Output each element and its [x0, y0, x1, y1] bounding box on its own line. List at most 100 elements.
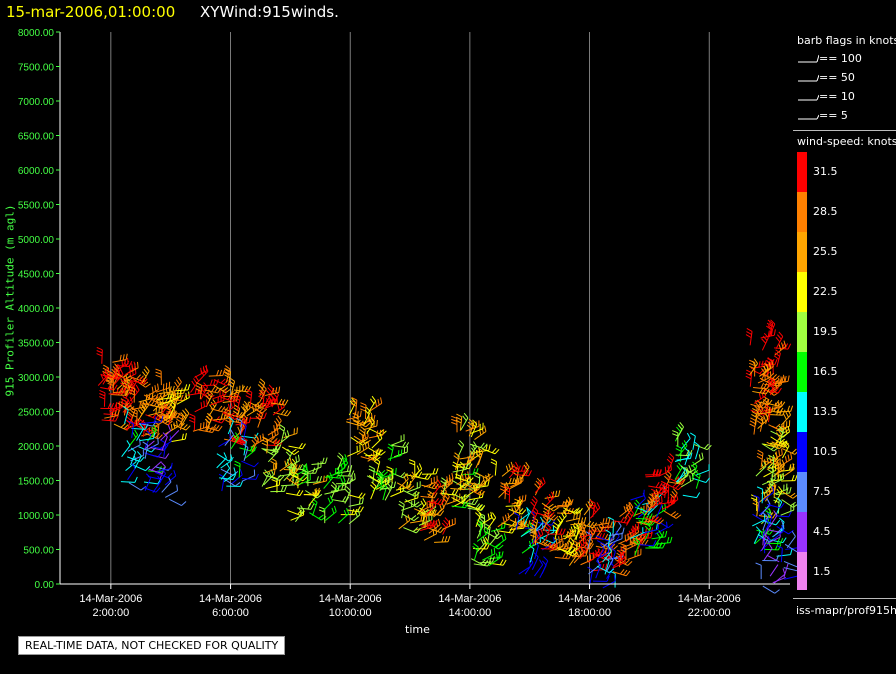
barb-flag [314, 489, 318, 496]
wind-barb [132, 464, 151, 472]
barb-shaft [266, 475, 281, 482]
wind-barb [157, 402, 175, 411]
barb-shaft [565, 517, 580, 522]
barb-shaft [285, 453, 293, 467]
barb-shaft [440, 482, 452, 494]
wind-barb [174, 384, 191, 392]
barb-flag [362, 437, 369, 443]
wind-barb [489, 528, 500, 545]
barb-flag [267, 400, 271, 407]
barb-flag [191, 380, 196, 387]
barb-flag [605, 517, 608, 524]
barb-shaft [763, 527, 769, 542]
barb-shaft [150, 461, 162, 472]
barb-flag [361, 497, 364, 504]
barb-flag [188, 419, 195, 424]
barb-flag [135, 384, 140, 391]
barb-shaft [287, 509, 301, 516]
barb-shaft [129, 451, 137, 466]
barb-flag [263, 412, 267, 419]
barb-flag [139, 406, 144, 412]
barb-flag [259, 407, 265, 412]
wind-barb [302, 469, 309, 487]
barb-flag [571, 547, 576, 553]
wind-barb [220, 394, 238, 403]
barb-shaft [271, 402, 286, 406]
barb-shaft [142, 422, 146, 437]
barb-flag [120, 382, 126, 387]
barb-flag [641, 539, 646, 545]
wind-barb [607, 516, 614, 534]
barb-shaft [475, 454, 483, 469]
barb-flag [576, 513, 578, 520]
barb-flag [233, 467, 236, 474]
barb-shaft [231, 474, 243, 485]
barb-shaft [524, 562, 534, 575]
barb-shaft [481, 448, 496, 455]
wind-barb [155, 381, 171, 393]
barb-flag [215, 379, 219, 386]
barb-flag [457, 442, 463, 448]
barb-shaft [762, 478, 776, 486]
barb-flag [430, 521, 432, 528]
barb-legend-item: == 100 [797, 52, 862, 66]
wind-barb [649, 496, 663, 510]
barb-flag [96, 350, 103, 354]
barb-flag [162, 432, 168, 438]
barb-flag [242, 439, 248, 444]
barb-shaft [144, 452, 158, 458]
barb-flag [356, 411, 359, 418]
wind-barb [159, 462, 166, 480]
barb-flag [573, 522, 580, 527]
barb-flag [321, 516, 327, 521]
barb-flag [220, 413, 224, 420]
wind-barb [786, 531, 796, 549]
barb-flag [610, 547, 616, 552]
barb-flag [766, 322, 773, 328]
barb-flag [400, 472, 406, 478]
barb-flag [580, 517, 584, 524]
barb-flag [649, 493, 655, 499]
barb-flag [126, 413, 133, 418]
barb-flag [774, 544, 779, 550]
barb-shaft [497, 518, 510, 528]
barb-shaft [423, 533, 437, 541]
barb-flag [777, 497, 783, 503]
wind-barb [554, 500, 571, 508]
barb-flag [602, 518, 605, 525]
barb-shaft [767, 402, 782, 408]
barb-flag [745, 372, 752, 377]
barb-shaft [597, 540, 610, 548]
barb-shaft [228, 371, 232, 386]
barb-flag [652, 470, 656, 477]
x-tick-label-time: 10:00:00 [329, 607, 372, 619]
wind-barb [612, 556, 626, 569]
barb-flag [346, 477, 350, 484]
barb-shaft [759, 367, 771, 377]
barb-flag [783, 340, 787, 347]
barb-flag [341, 483, 344, 491]
barb-flag [167, 424, 172, 431]
barb-flag [252, 437, 258, 443]
barb-flag [672, 433, 679, 437]
barb-flag [777, 429, 782, 436]
barb-flag [155, 407, 158, 414]
barb-flag [578, 525, 585, 530]
barb-shaft [179, 416, 184, 431]
x-tick-label-date: 14-Mar-2006 [678, 593, 741, 605]
wind-barb [261, 436, 269, 454]
barb-shaft [296, 507, 311, 510]
barb-shaft [451, 497, 465, 505]
barb-flag [762, 388, 767, 394]
barb-shaft [541, 560, 549, 574]
barb-flag [145, 466, 151, 471]
barb-flag [151, 427, 155, 434]
barb-flag [318, 509, 325, 513]
wind-barb [263, 462, 278, 474]
barb-flag [553, 521, 559, 527]
x-tick-label-date: 14-Mar-2006 [199, 593, 262, 605]
barb-shaft [294, 468, 308, 477]
barb-flag [342, 496, 347, 502]
barb-flag [606, 525, 610, 532]
barb-flag [589, 529, 594, 535]
